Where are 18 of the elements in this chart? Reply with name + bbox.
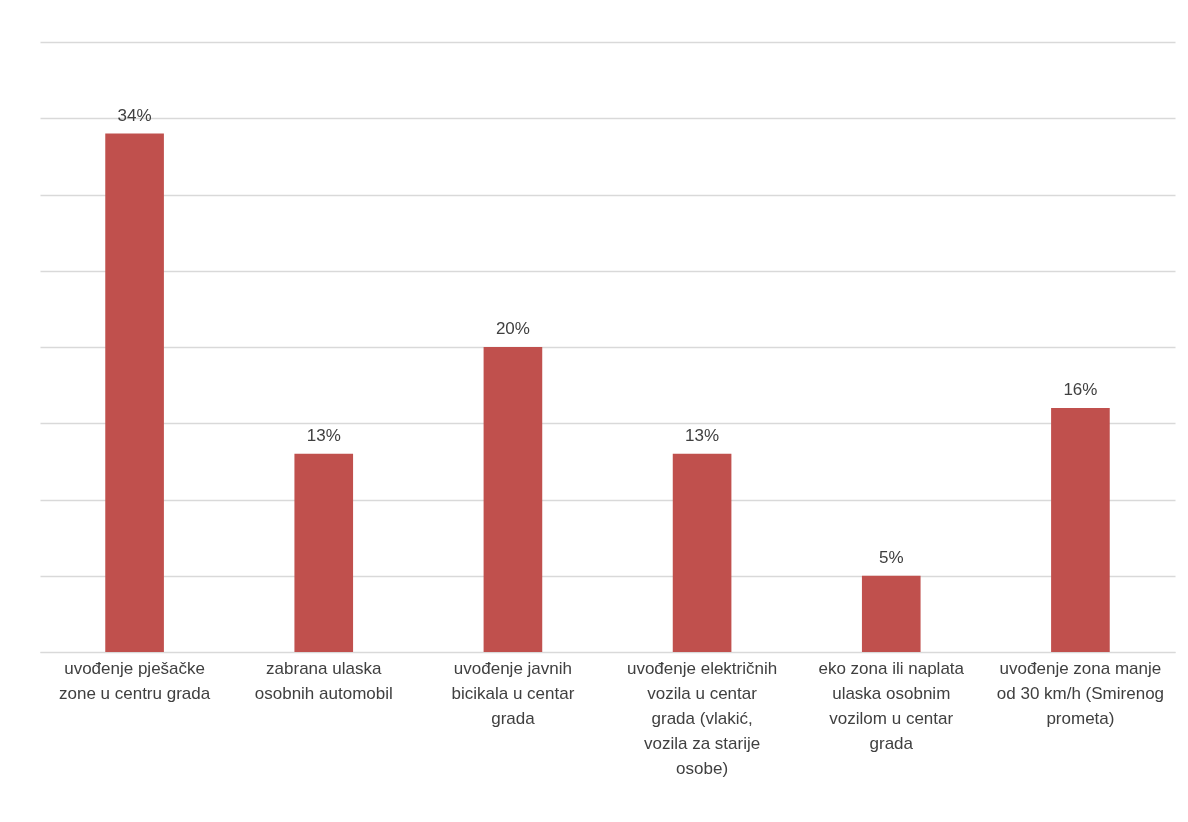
x-tick-label: uvođenje javnih bicikala u centar grada [451,658,575,728]
data-label: 13% [306,425,341,445]
data-label: 13% [685,425,720,445]
bar [483,347,543,652]
bar [105,133,164,652]
x-tick-label: uvođenje pješačke zone u centru grada [58,658,211,703]
x-tick-label: eko zona ili naplata ulaska osobnim vozilom u centar grada [818,658,965,753]
data-label: 34% [117,105,152,125]
data-label: 5% [878,547,904,567]
x-tick-label: uvođenje električnih vozila u centar grada (vlakić, vozila za starije osobe) [626,658,778,778]
data-label: 20% [495,319,530,338]
x-tick-label: zabrana ulaska osobnih automobil [254,658,393,703]
bar [672,453,732,652]
bar [861,575,921,652]
data-label: 16% [1063,380,1098,399]
bar [294,453,354,652]
x-tick-label: uvođenje zona manje od 30 km/h (Smirenog prometa) [996,658,1165,728]
bar [1051,408,1110,652]
